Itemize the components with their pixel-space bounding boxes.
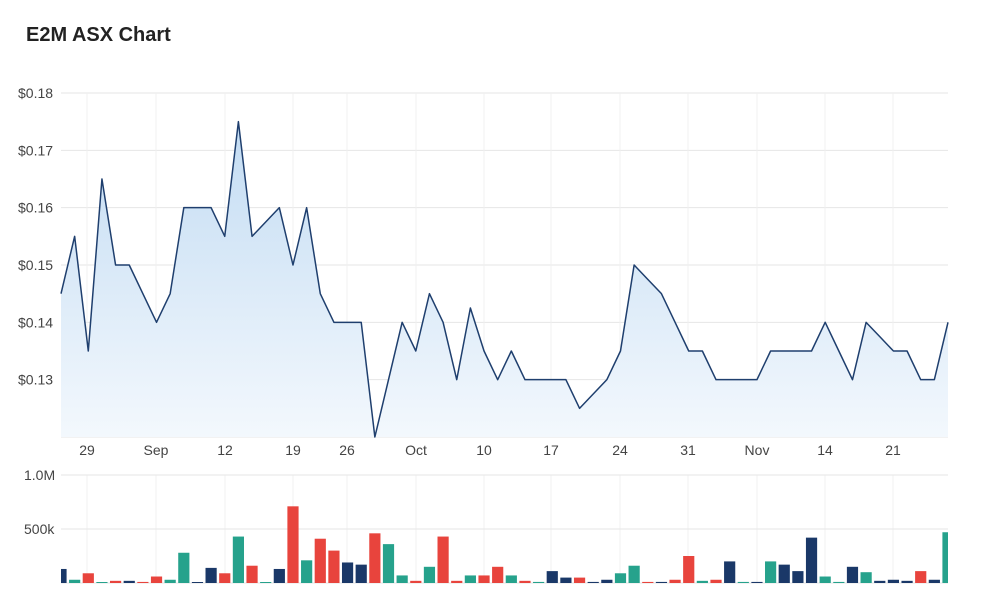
volume-bar — [164, 579, 176, 583]
price-y-tick-label: $0.17 — [18, 142, 53, 158]
volume-bar — [573, 577, 586, 583]
volume-bar — [464, 575, 476, 583]
volume-bar — [846, 566, 859, 583]
volume-bar — [478, 575, 490, 583]
date-x-tick-label: Nov — [745, 442, 770, 458]
date-x-tick-label: 31 — [680, 442, 696, 458]
volume-bar — [82, 573, 94, 583]
volume-bar — [287, 506, 299, 583]
volume-bar — [123, 580, 135, 583]
volume-bar — [887, 579, 900, 583]
price-line — [60, 120, 949, 438]
date-x-tick-label: 26 — [339, 442, 355, 458]
volume-bar — [328, 550, 340, 583]
volume-bar — [301, 560, 313, 583]
volume-bar — [792, 571, 804, 583]
volume-bar — [628, 565, 640, 583]
volume-bar — [560, 577, 572, 583]
volume-bar — [533, 581, 545, 583]
volume-bar — [601, 579, 613, 583]
volume-bar — [451, 580, 463, 583]
price-y-tick-label: $0.15 — [18, 257, 53, 273]
volume-bar — [683, 556, 695, 583]
volume-bar — [232, 536, 244, 583]
volume-bar — [191, 582, 204, 583]
date-x-tick-label: 19 — [285, 442, 301, 458]
volume-bar — [765, 561, 777, 583]
volume-bar — [355, 564, 367, 583]
volume-bar — [505, 575, 517, 583]
volume-bar — [614, 573, 627, 583]
volume-bar — [61, 568, 67, 583]
date-x-tick-label: 17 — [543, 442, 559, 458]
volume-bar — [178, 552, 190, 583]
volume-y-tick-label: 1.0M — [24, 467, 55, 483]
date-x-tick-label: 24 — [612, 442, 628, 458]
volume-bar — [751, 581, 763, 583]
date-x-tick-label: 21 — [885, 442, 901, 458]
volume-bar — [396, 575, 408, 583]
volume-bar — [219, 573, 231, 583]
date-x-tick-label: 29 — [79, 442, 95, 458]
price-y-tick-label: $0.18 — [18, 85, 53, 101]
volume-bar — [546, 571, 558, 583]
volume-bar — [137, 581, 149, 583]
volume-bar — [928, 579, 940, 583]
volume-bar — [369, 533, 381, 583]
volume-bar — [109, 580, 122, 583]
volume-bar — [805, 537, 818, 583]
volume-bar — [655, 581, 668, 583]
volume-bar — [696, 580, 708, 583]
volume-bar — [915, 571, 927, 583]
price-area — [61, 121, 948, 438]
volume-bar — [492, 566, 504, 583]
volume-bar — [246, 565, 258, 583]
date-x-tick-label: 14 — [817, 442, 833, 458]
chart-title: E2M ASX Chart — [26, 24, 171, 46]
volume-bar — [273, 568, 285, 583]
date-x-tick-label: 12 — [217, 442, 233, 458]
volume-bar — [901, 580, 913, 583]
volume-y-axis: 1.0M 500k — [24, 467, 55, 537]
volume-bar — [96, 582, 108, 583]
volume-bar — [69, 579, 81, 583]
date-x-tick-label: Sep — [144, 442, 169, 458]
volume-bar — [150, 576, 163, 583]
volume-bar — [382, 544, 395, 583]
volume-bar — [860, 572, 872, 583]
volume-bar — [819, 576, 831, 583]
volume-bar — [874, 580, 886, 583]
volume-bar — [341, 562, 354, 583]
volume-bar — [260, 582, 272, 583]
date-x-tick-label: Oct — [405, 442, 427, 458]
volume-bars — [61, 506, 948, 583]
volume-bar — [642, 581, 654, 583]
volume-bar — [833, 581, 845, 583]
volume-bar — [587, 581, 599, 583]
price-y-tick-label: $0.16 — [18, 200, 53, 216]
volume-bar — [710, 579, 722, 583]
volume-bar — [437, 536, 449, 583]
price-y-tick-label: $0.14 — [18, 314, 53, 330]
volume-bar — [669, 579, 681, 583]
date-x-axis: 29 Sep 12 19 26 Oct 10 17 24 31 Nov 14 21 — [79, 442, 901, 458]
volume-y-tick-label: 500k — [24, 521, 55, 537]
volume-bar — [778, 564, 790, 583]
volume-bar — [423, 566, 436, 583]
volume-bar — [314, 538, 326, 583]
volume-bar — [737, 581, 749, 583]
price-y-tick-label: $0.13 — [18, 372, 53, 388]
volume-bar — [205, 567, 217, 583]
date-x-tick-label: 10 — [476, 442, 492, 458]
volume-bar — [942, 532, 948, 583]
price-y-axis: $0.18 $0.17 $0.16 $0.15 $0.14 $0.13 — [18, 85, 53, 388]
volume-bar — [724, 561, 736, 583]
volume-bar — [410, 580, 422, 583]
volume-bar — [519, 580, 531, 583]
